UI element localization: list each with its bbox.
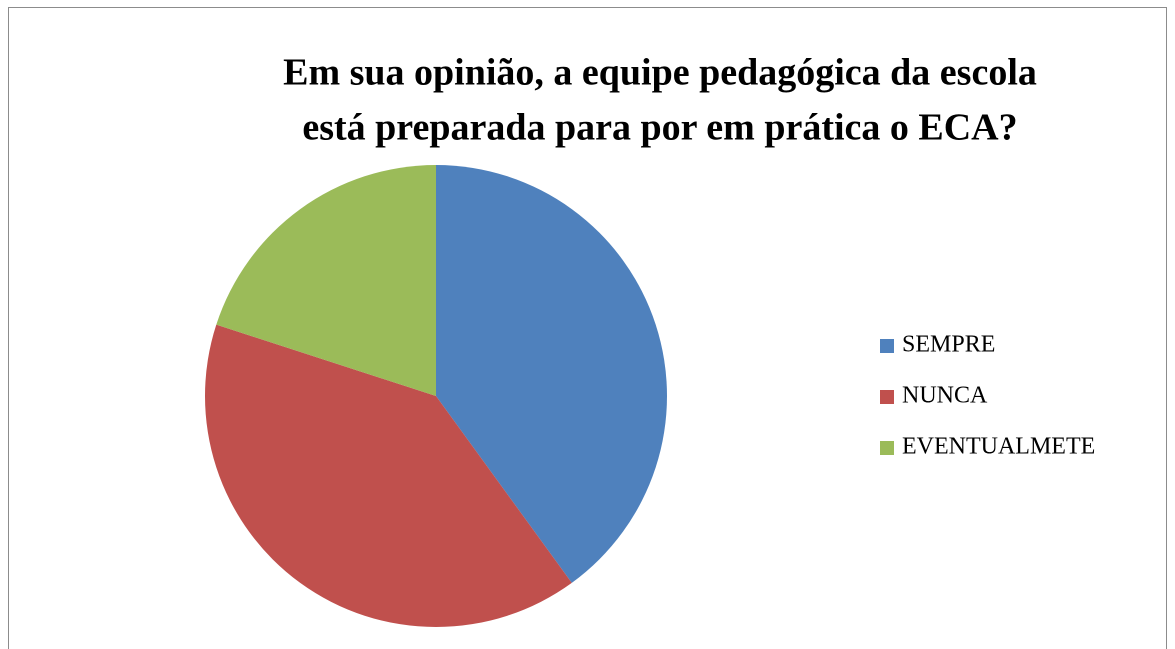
legend-label: EVENTUALMETE [902,434,1095,460]
legend-label: NUNCA [902,383,988,409]
legend-swatch [880,339,894,353]
pie-slice [204,324,572,627]
chart-title: Em sua opinião, a equipe pedagógica da e… [283,52,1037,94]
pie-slice [216,165,436,396]
legend-swatch [880,441,894,455]
legend-swatch [880,390,894,404]
chart-title: está preparada para por em prática o ECA… [302,107,1017,149]
legend-label: SEMPRE [902,332,995,358]
pie-slice [436,165,667,583]
